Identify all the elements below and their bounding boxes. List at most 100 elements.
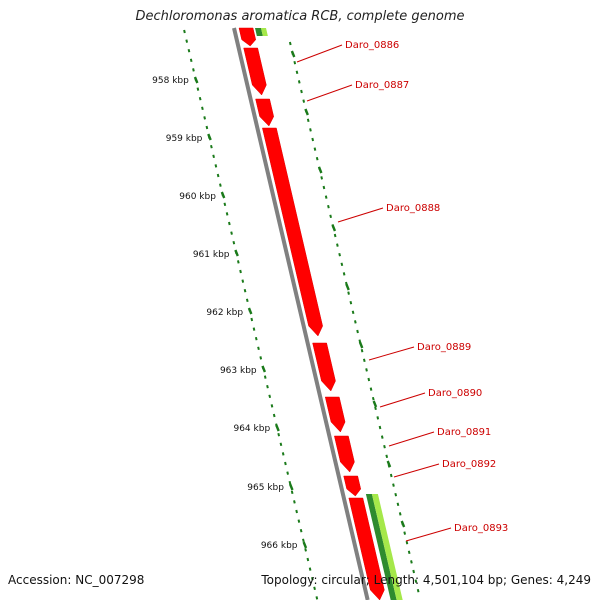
scale-label: 964 kbp <box>233 424 270 434</box>
inner-ruler-tick <box>302 99 306 103</box>
outer-ruler-tick <box>272 413 276 418</box>
outer-ruler-tick <box>254 336 258 341</box>
outer-ruler-tick <box>219 183 222 187</box>
inner-ruler-tick <box>412 569 415 574</box>
outer-ruler-tick <box>281 452 285 456</box>
outer-ruler-tick <box>313 586 316 591</box>
gene-label: Daro_0886 <box>345 40 399 51</box>
inner-ruler-tick <box>362 358 366 363</box>
inner-ruler-tick <box>309 128 312 132</box>
outer-ruler-tick <box>232 240 236 245</box>
inner-ruler-tick <box>369 387 373 391</box>
inner-ruler-tick <box>333 233 337 238</box>
outer-ruler-tick <box>245 298 249 303</box>
scale-label: 962 kbp <box>206 308 243 318</box>
inner-ruler-tick <box>398 512 402 516</box>
gene-label: Daro_0891 <box>437 427 491 438</box>
outer-ruler-tick <box>268 394 272 399</box>
inner-ruler-tick <box>338 252 341 257</box>
outer-ruler-tick <box>239 269 242 274</box>
leader-line <box>368 346 415 361</box>
gene-arrow <box>324 396 346 433</box>
inner-ruler-tick <box>385 454 389 459</box>
inner-ruler-tick <box>293 60 297 65</box>
inner-ruler-tick <box>322 185 326 190</box>
inner-ruler-tick <box>327 204 330 209</box>
inner-ruler-tick <box>351 310 355 315</box>
outer-ruler-tick <box>212 154 215 159</box>
scale-labels: 958 kbp 959 kbp 960 kbp 961 kbp 962 kbp 963 k… <box>152 76 298 551</box>
outer-ruler-tick <box>295 509 298 514</box>
outer-ruler-tick <box>270 404 274 408</box>
inner-ruler-tick <box>378 425 382 430</box>
outer-ruler-tick <box>189 58 193 63</box>
outer-ruler-tick <box>252 327 256 331</box>
outer-ruler-tick <box>306 557 310 562</box>
inner-ruler-tick <box>416 588 420 593</box>
gene-arrow <box>255 98 274 127</box>
inner-ruler-tick <box>347 291 350 295</box>
feature-light-green <box>371 494 403 600</box>
inner-ruler-tick <box>360 348 364 353</box>
outer-ruler-tick <box>311 576 314 581</box>
outer-ruler-tick <box>205 125 209 130</box>
inner-ruler-tick <box>288 41 292 46</box>
outer-ruler-major-tick <box>193 76 199 84</box>
genome-summary-text: Topology: circular; Length: 4,501,104 bp… <box>261 573 591 587</box>
feature-light-green <box>261 28 268 36</box>
inner-ruler-tick <box>392 483 395 487</box>
outer-ruler-tick <box>297 519 301 523</box>
inner-ruler-tick <box>407 550 411 555</box>
inner-ruler-tick <box>367 377 371 382</box>
inner-ruler-tick <box>342 272 346 276</box>
scale-label: 958 kbp <box>152 76 189 86</box>
outer-ruler-tick <box>185 39 189 43</box>
outer-ruler-major-tick <box>302 541 308 549</box>
inner-ruler-major-tick <box>400 520 406 528</box>
inner-ruler-tick <box>414 579 418 583</box>
gene-label: Daro_0892 <box>442 459 496 470</box>
inner-ruler-tick <box>394 492 398 497</box>
gene-label: Daro_0887 <box>355 80 409 91</box>
inner-ruler-tick <box>313 147 317 151</box>
inner-ruler-major-tick <box>317 166 323 174</box>
gc-feature-track <box>255 28 403 600</box>
inner-ruler-tick <box>389 473 393 478</box>
inner-ruler-tick <box>329 214 332 219</box>
inner-ruler-tick <box>320 176 324 180</box>
outer-ruler-tick <box>299 528 303 533</box>
inner-ruler <box>288 41 420 593</box>
scale-label: 966 kbp <box>261 541 298 551</box>
backbone-line <box>232 27 370 601</box>
gene-arrow <box>262 127 323 337</box>
inner-ruler-tick <box>324 195 328 199</box>
gene-arrow <box>312 342 336 392</box>
outer-ruler-tick <box>259 356 263 360</box>
outer-ruler-tick <box>223 202 227 207</box>
inner-ruler-tick <box>403 531 407 535</box>
gene-arrow <box>348 497 385 601</box>
outer-ruler-tick <box>286 471 289 475</box>
leader-line <box>296 44 343 63</box>
outer-ruler-tick <box>196 87 200 91</box>
outer-ruler-tick <box>198 96 202 101</box>
inner-ruler-major-tick <box>345 283 350 291</box>
inner-ruler-major-tick <box>290 50 296 58</box>
outer-ruler-tick <box>302 538 305 543</box>
outer-ruler-major-tick <box>247 307 253 315</box>
inner-ruler-major-tick <box>304 108 309 116</box>
gene-label: Daro_0893 <box>454 523 508 534</box>
gene-label: Daro_0890 <box>428 388 482 399</box>
scale-label: 961 kbp <box>193 250 230 260</box>
outer-ruler-tick <box>201 106 204 111</box>
leader-line <box>405 527 452 542</box>
outer-ruler-major-tick <box>275 424 280 432</box>
inner-ruler-major-tick <box>331 224 337 232</box>
outer-ruler-tick <box>263 375 267 379</box>
outer-ruler-tick <box>214 164 218 168</box>
inner-ruler-tick <box>383 444 386 449</box>
scale-label: 959 kbp <box>166 134 203 144</box>
inner-ruler-tick <box>297 80 301 84</box>
